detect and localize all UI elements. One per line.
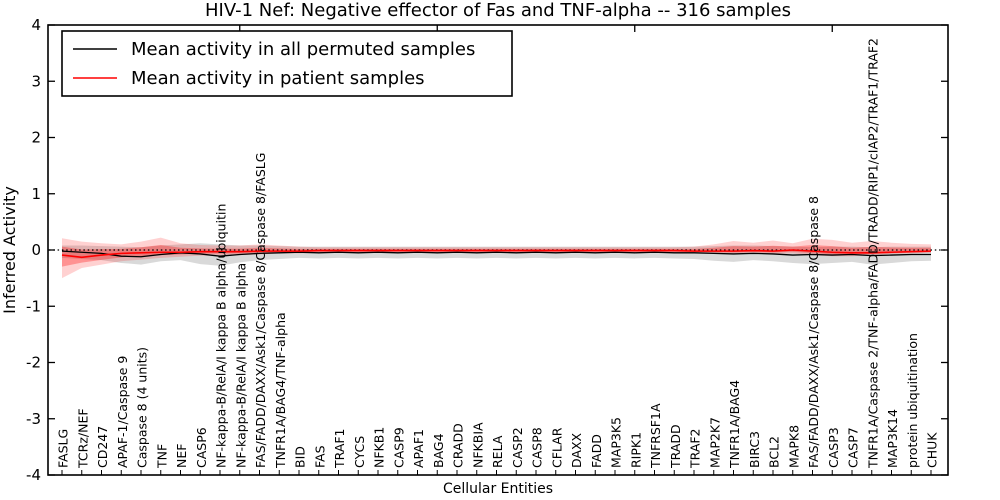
x-tick-label: TCRz/NEF <box>75 408 90 469</box>
x-tick-label: CASP8 <box>530 427 545 468</box>
x-tick-label: CASP6 <box>194 427 209 468</box>
x-tick-label: FAS/FADD/DAXX/Ask1/Caspase 8/Caspase 8 <box>806 196 821 468</box>
y-tick-label: -1 <box>26 297 41 315</box>
x-tick-label: NF-kappa-B/RelA/I kappa B alpha <box>233 263 248 468</box>
y-axis-label: Inferred Activity <box>0 186 19 314</box>
legend: Mean activity in all permuted samples Me… <box>61 30 513 97</box>
x-tick-label: FAS <box>312 445 327 468</box>
x-tick-label: TRAF2 <box>688 428 703 469</box>
x-tick-label: CFLAR <box>549 427 564 468</box>
x-tick-label: NFKB1 <box>372 427 387 468</box>
y-tick-label: 0 <box>31 241 41 259</box>
x-tick-label: FAS/FADD/DAXX/Ask1/Caspase 8/Caspase 8/F… <box>253 153 268 468</box>
x-tick-label: BAG4 <box>431 433 446 468</box>
x-tick-label: CASP7 <box>846 427 861 468</box>
y-tick-label: -4 <box>26 466 41 484</box>
x-tick-label: CASP2 <box>510 427 525 468</box>
x-tick-label: BIRC3 <box>747 431 762 468</box>
y-tick-label: 1 <box>31 185 41 203</box>
x-tick-label: protein ubiquitination <box>905 333 920 468</box>
x-tick-label: MAP3K5 <box>609 417 624 468</box>
plot-border <box>47 24 949 476</box>
x-tick-label: TRAF1 <box>332 428 347 469</box>
x-tick-label: DAXX <box>569 432 584 468</box>
x-tick-label: NFKBIA <box>470 422 485 468</box>
x-tick-label: CD247 <box>95 426 110 468</box>
x-tick-label: Caspase 8 (4 units) <box>135 347 150 468</box>
x-tick-label: RIPK1 <box>628 432 643 468</box>
patient-mean-line <box>61 249 932 259</box>
x-tick-label: APAF1 <box>411 429 426 468</box>
x-tick-label: MAP3K14 <box>885 409 900 468</box>
x-tick-label: TNFR1A/Caspase 2/TNF-alpha/FADD/TRADD/RI… <box>865 38 880 469</box>
x-tick-label: CRADD <box>451 423 466 468</box>
x-tick-label: MAP2K7 <box>707 417 722 468</box>
x-tick-label: TNFR1A/BAG4 <box>727 380 742 469</box>
x-tick-label: NEF <box>174 444 189 468</box>
x-tick-label: CYCS <box>352 436 367 468</box>
x-tick-label: BID <box>293 446 308 468</box>
x-axis-label: Cellular Entities <box>443 481 553 497</box>
x-tick-label: TRADD <box>668 424 683 469</box>
y-tick-label: -2 <box>26 354 41 372</box>
plot-area: 4 3 2 1 0 -1 -2 -3 -4 FASLG TCRz/NEF CD247 APAF-1/Ca… <box>26 16 948 484</box>
x-tick-label: FASLG <box>56 429 71 468</box>
x-tick-label: MAPK8 <box>786 425 801 468</box>
x-tick-label: CASP9 <box>391 427 406 468</box>
y-tick-label: 4 <box>31 16 41 34</box>
y-tick-label: 2 <box>31 129 41 147</box>
legend-label-permuted: Mean activity in all permuted samples <box>131 39 475 60</box>
legend-box <box>61 30 513 97</box>
patient-confidence-band-outer <box>62 237 931 279</box>
chart-title: HIV-1 Nef: Negative effector of Fas and … <box>205 0 791 21</box>
x-tick-label: TNF <box>154 444 169 469</box>
legend-label-patient: Mean activity in patient samples <box>131 68 425 89</box>
permuted-mean-line <box>61 250 931 258</box>
y-tick-label: -3 <box>26 410 41 428</box>
x-tick-label: RELA <box>490 435 505 468</box>
y-tick-label: 3 <box>31 72 41 90</box>
x-tick-label: FADD <box>589 434 604 468</box>
x-tick-label: TNFRSF1A <box>648 403 663 469</box>
x-tick-label: NF-kappa-B/RelA/I kappa B alpha/ubiquiti… <box>214 204 229 468</box>
x-tick-label: APAF-1/Caspase 9 <box>115 356 130 468</box>
x-tick-label: CHUK <box>925 432 940 468</box>
x-tick-label: CASP3 <box>826 427 841 468</box>
x-tick-label: BCL2 <box>767 436 782 468</box>
x-tick-label: TNFR1A/BAG4/TNF-alpha <box>273 312 288 469</box>
permuted-confidence-band <box>62 243 931 266</box>
